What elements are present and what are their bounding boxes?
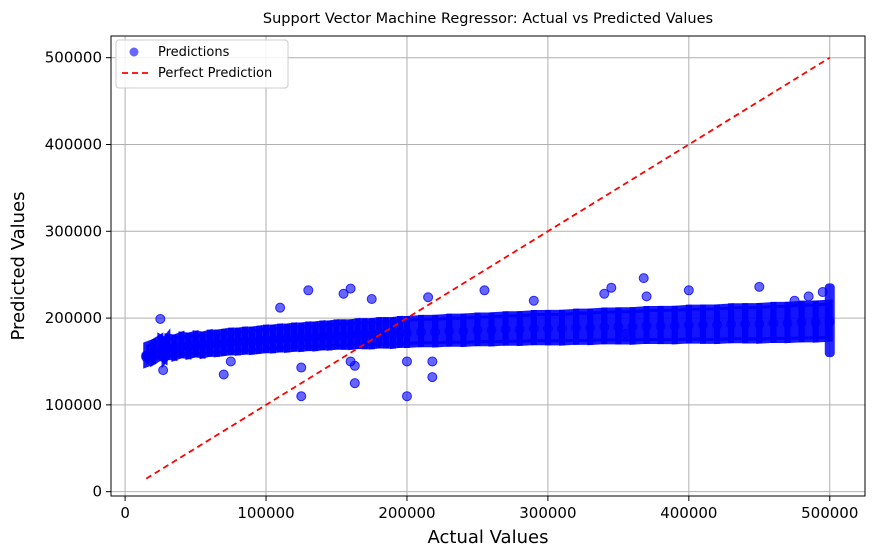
scatter-point: [155, 313, 166, 324]
scatter-point: [528, 295, 539, 306]
y-tick-label: 500000: [45, 49, 102, 67]
legend-label-perfect-prediction: Perfect Prediction: [158, 66, 272, 81]
x-tick-label: 500000: [801, 504, 858, 522]
scatter-column-max: [824, 283, 835, 358]
x-tick-label: 400000: [660, 504, 717, 522]
scatter-point: [275, 302, 286, 313]
scatter-point: [218, 369, 229, 380]
scatter-point: [225, 356, 236, 367]
x-tick-label: 200000: [378, 504, 435, 522]
scatter-point: [338, 288, 349, 299]
scatter-point: [599, 288, 610, 299]
y-axis-ticks: 0 100000 200000 300000 400000 500000: [45, 49, 111, 501]
chart-title: Support Vector Machine Regressor: Actual…: [263, 11, 713, 27]
legend-box: [115, 39, 289, 89]
perfect-prediction-line: [145, 56, 831, 480]
scatter-column-min: [141, 352, 152, 360]
scatter-point: [427, 372, 438, 383]
scatter-point: [606, 282, 617, 293]
y-tick-label: 300000: [45, 222, 102, 240]
scatter-point: [638, 273, 649, 284]
y-axis-label: Predicted Values: [8, 191, 29, 340]
plot-area-frame: [110, 35, 866, 497]
y-tick-label: 200000: [45, 309, 102, 327]
x-tick-label: 0: [120, 504, 130, 522]
scatter-point: [401, 391, 412, 402]
scatter-point: [754, 281, 765, 292]
scatter-point: [345, 356, 356, 367]
scatter-point: [345, 283, 356, 294]
scatter-point: [158, 365, 169, 376]
scatter-point: [803, 291, 814, 302]
dense-point-band: [141, 283, 835, 369]
scatter-point: [423, 292, 434, 303]
scatter-point: [296, 391, 307, 402]
y-tick-label: 100000: [45, 396, 102, 414]
x-tick-label: 300000: [519, 504, 576, 522]
legend: Predictions Perfect Prediction: [115, 39, 289, 89]
x-axis-ticks: 0 100000 200000 300000 400000 500000: [120, 496, 858, 522]
scatter-point: [349, 378, 360, 389]
perfect-prediction-line-path: [145, 56, 831, 480]
scatter-point: [303, 285, 314, 296]
scatter-point: [296, 362, 307, 373]
y-tick-label: 400000: [45, 135, 102, 153]
scatter-point: [683, 285, 694, 296]
scatter-point: [401, 356, 412, 367]
scatter-point: [366, 293, 377, 304]
scatter-point: [479, 285, 490, 296]
scatter-point: [641, 291, 652, 302]
x-tick-label: 100000: [237, 504, 294, 522]
y-tick-label: 0: [92, 483, 102, 501]
x-axis-label: Actual Values: [428, 527, 549, 548]
scatter-point: [427, 356, 438, 367]
legend-label-predictions: Predictions: [158, 45, 230, 60]
legend-marker-predictions: [129, 47, 139, 57]
